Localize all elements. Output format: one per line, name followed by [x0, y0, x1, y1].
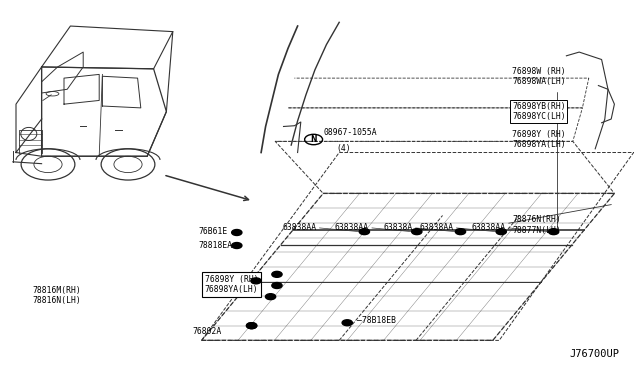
- Text: (4): (4): [337, 144, 351, 153]
- Text: 76898Y (RH)
76898YA(LH): 76898Y (RH) 76898YA(LH): [512, 130, 566, 149]
- Text: 63838AA: 63838AA: [419, 224, 453, 232]
- Circle shape: [266, 294, 276, 300]
- Text: 63838A: 63838A: [383, 224, 412, 232]
- Circle shape: [496, 229, 506, 235]
- Text: 63838AA: 63838AA: [282, 224, 316, 232]
- Circle shape: [251, 278, 261, 284]
- Text: 76B61E: 76B61E: [198, 227, 228, 236]
- Circle shape: [359, 229, 369, 235]
- Circle shape: [548, 229, 559, 235]
- Text: 78876N(RH)
78877N(LH): 78876N(RH) 78877N(LH): [512, 215, 561, 235]
- Circle shape: [246, 323, 257, 329]
- Text: —78B18EB: —78B18EB: [357, 317, 396, 326]
- Circle shape: [232, 243, 242, 248]
- Circle shape: [342, 320, 353, 326]
- Text: 63838AA: 63838AA: [335, 224, 369, 232]
- Circle shape: [412, 229, 422, 235]
- Text: 78816M(RH)
78816N(LH): 78816M(RH) 78816N(LH): [32, 286, 81, 305]
- Circle shape: [272, 272, 282, 278]
- Text: 63838AA: 63838AA: [472, 224, 506, 232]
- Text: 76898YB(RH)
76898YC(LH): 76898YB(RH) 76898YC(LH): [512, 102, 566, 121]
- Text: 76898Y (RH)
76898YA(LH): 76898Y (RH) 76898YA(LH): [205, 275, 259, 294]
- Text: 78818EA: 78818EA: [198, 241, 232, 250]
- Circle shape: [232, 230, 242, 235]
- Text: 08967-1055A: 08967-1055A: [324, 128, 378, 137]
- Circle shape: [272, 283, 282, 289]
- Text: J76700UP: J76700UP: [570, 349, 620, 359]
- Circle shape: [246, 323, 257, 329]
- Text: 76898W (RH)
76898WA(LH): 76898W (RH) 76898WA(LH): [512, 67, 566, 229]
- Text: N: N: [310, 135, 317, 144]
- Text: 76802A: 76802A: [192, 327, 221, 336]
- Circle shape: [456, 229, 466, 235]
